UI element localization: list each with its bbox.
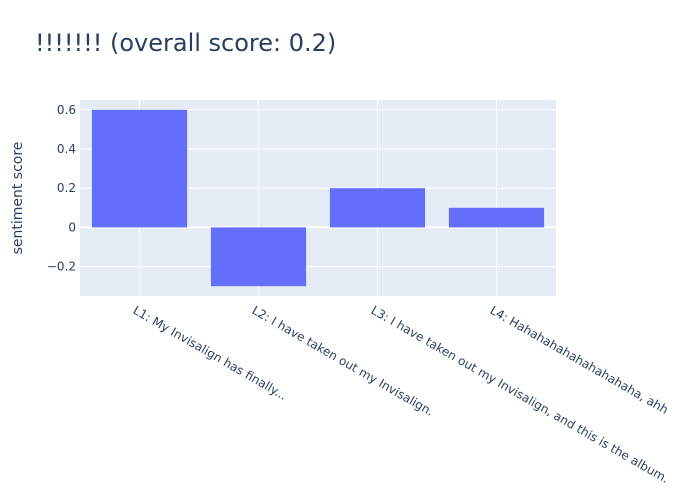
bar-l1[interactable] [91,109,188,228]
y-tick-label: 0.4 [57,142,76,156]
y-axis-ticks: −0.2 0 0.2 0.4 0.6 [47,103,76,274]
y-tick-label: 0.2 [57,181,76,195]
y-tick-label: 0 [68,220,76,234]
chart-title: !!!!!!! (overall score: 0.2) [35,29,336,57]
bar-l3[interactable] [329,188,426,228]
y-axis-label: sentiment score [10,142,26,255]
y-tick-label: 0.6 [57,103,76,117]
bar-l2[interactable] [210,227,307,287]
x-axis-ticks: L1: My Invisalign has finally...L2: I ha… [131,303,672,486]
x-tick-label-l2: L2: I have taken out my Invisalign. [250,303,436,419]
bars [91,109,545,287]
y-tick-label: −0.2 [47,260,76,274]
bar-l4[interactable] [448,207,545,228]
x-tick-label-l4: L4: Hahahahahahahahahaha, ahh [488,303,671,417]
